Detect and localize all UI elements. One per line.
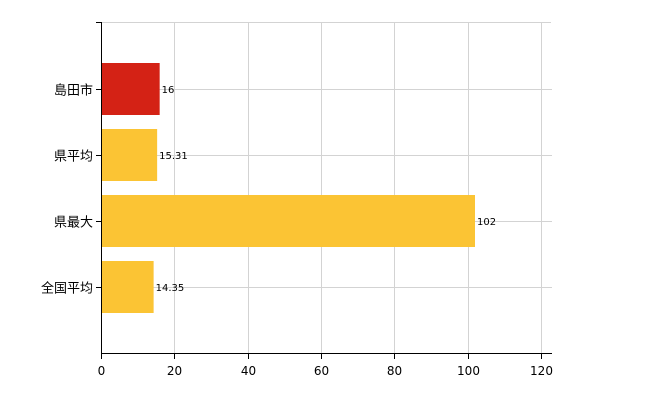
data-label: 16 (162, 85, 175, 96)
gridlines (101, 22, 552, 353)
bar (101, 129, 158, 181)
bars (101, 63, 475, 313)
data-label: 14.35 (156, 283, 185, 294)
x-tick-label: 20 (167, 364, 182, 378)
bar (101, 195, 475, 247)
x-tick-label: 100 (457, 364, 480, 378)
x-tick-label: 80 (387, 364, 402, 378)
labels: 16 15.31 102 14.35 0 20 40 60 80 100 120 島田市県平均県最大全… (41, 83, 553, 379)
x-tick-label: 60 (314, 364, 329, 378)
category-label: 県平均 (54, 150, 93, 165)
data-label: 102 (477, 217, 496, 228)
x-tick-label: 0 (98, 364, 106, 378)
category-label: 全国平均 (41, 281, 93, 297)
axes (96, 22, 552, 359)
bar (101, 63, 160, 115)
bar (101, 261, 154, 313)
category-label: 県最大 (54, 216, 93, 231)
data-label: 15.31 (159, 151, 188, 162)
x-tick-label: 120 (530, 364, 553, 378)
x-tick-label: 40 (241, 364, 256, 378)
category-label: 島田市 (54, 83, 93, 99)
